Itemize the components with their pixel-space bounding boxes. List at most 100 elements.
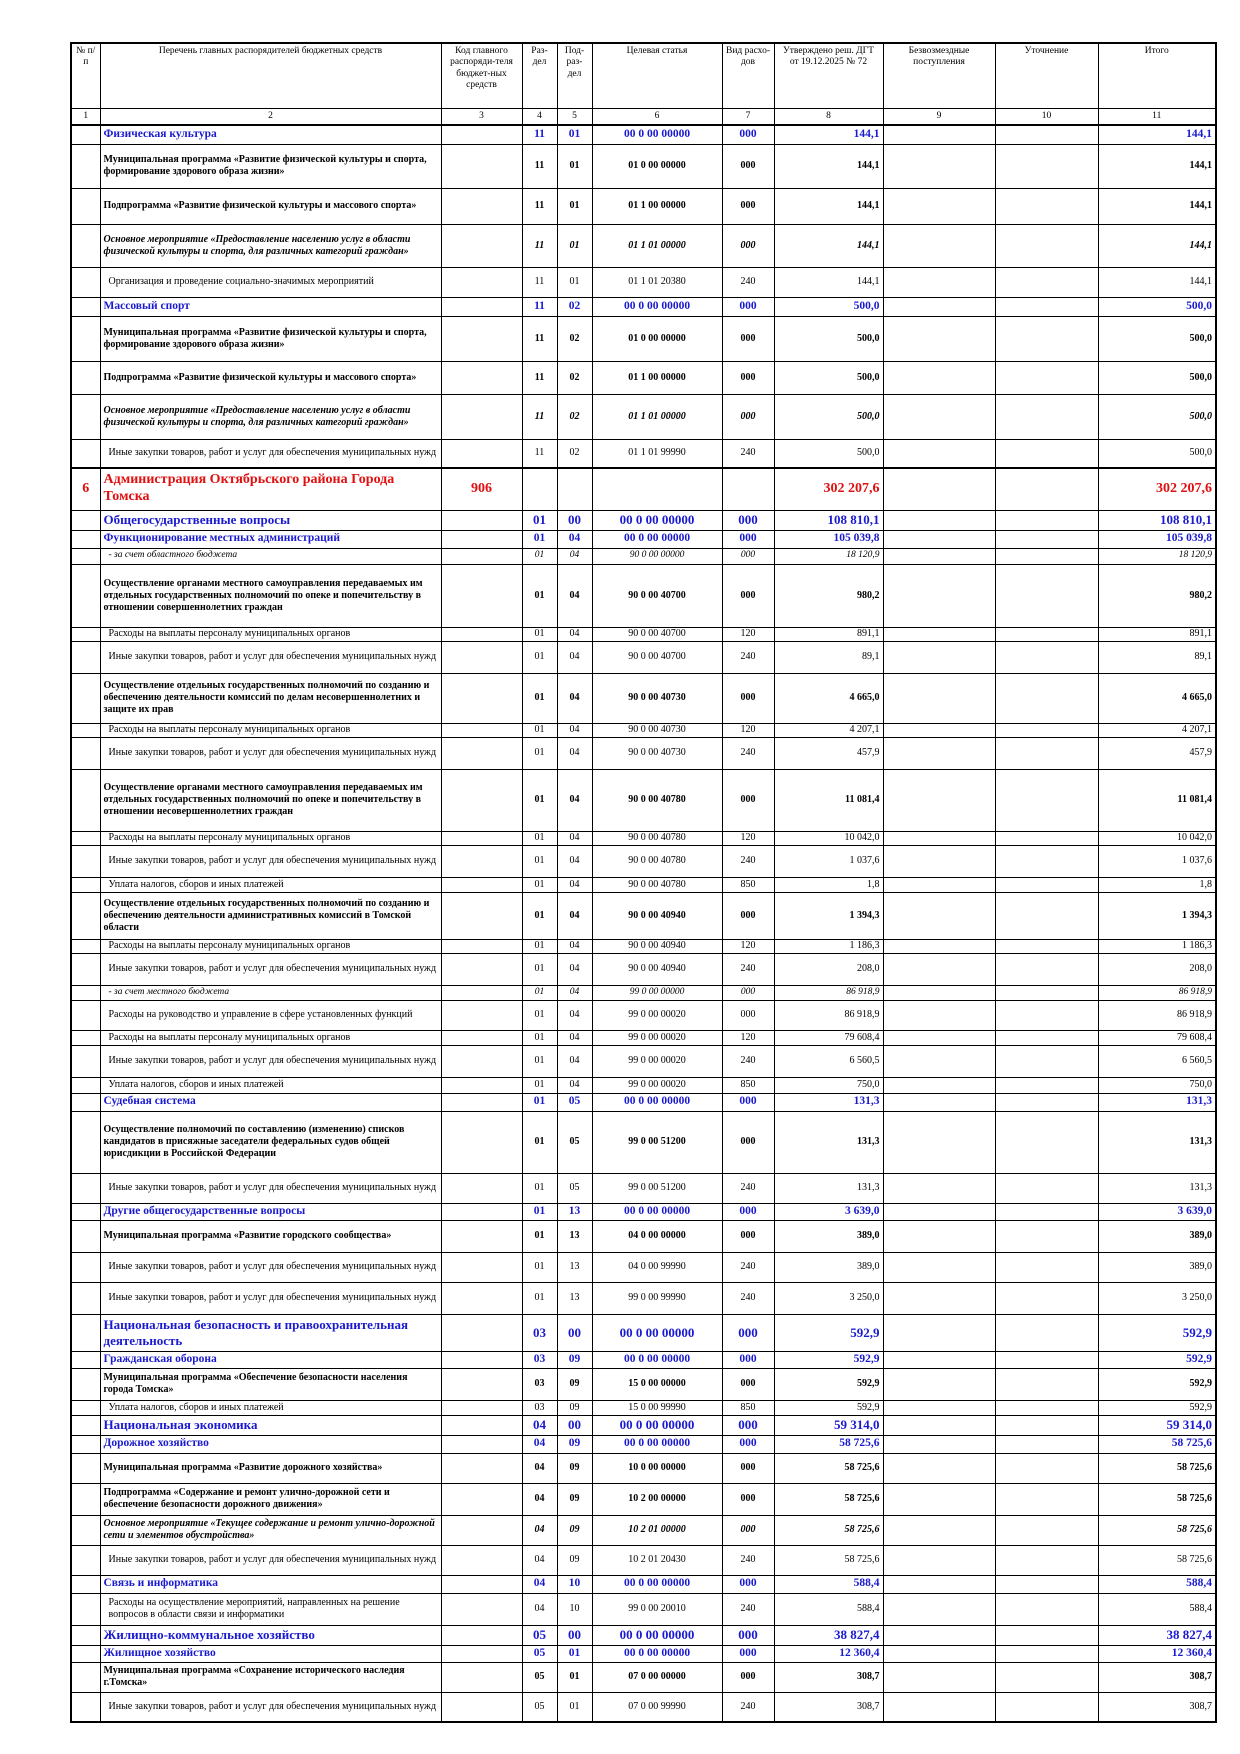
table-cell: 15 0 00 00000 — [591, 1367, 723, 1401]
table-cell — [440, 266, 523, 298]
table-cell — [882, 640, 996, 674]
table-cell — [440, 563, 523, 628]
table-cell: Осуществление отдельных государственных … — [99, 891, 442, 940]
table-row: Осуществление отдельных государственных … — [70, 672, 1217, 724]
table-cell — [70, 1076, 101, 1094]
column-number: 4 — [521, 107, 558, 126]
header-cell: Целевая статья — [591, 42, 723, 109]
table-cell: 11 — [521, 266, 558, 298]
table-cell: 10 2 01 00000 — [591, 1514, 723, 1546]
table-cell: 00 0 00 00000 — [591, 124, 723, 145]
table-cell: Расходы на руководство и управление в сф… — [99, 999, 442, 1031]
table-cell: 59 314,0 — [773, 1414, 884, 1436]
table-cell: 01 — [521, 722, 558, 738]
table-cell: 01 — [521, 1172, 558, 1204]
table-cell — [440, 952, 523, 986]
table-cell: 240 — [721, 438, 775, 469]
table-cell — [882, 722, 996, 738]
table-cell: 04 — [556, 952, 593, 986]
table-cell — [70, 1044, 101, 1078]
table-cell: 01 — [521, 1251, 558, 1283]
table-cell — [440, 1029, 523, 1046]
table-cell: 906 — [440, 467, 523, 511]
table-cell: 000 — [721, 1661, 775, 1693]
column-number: 6 — [591, 107, 723, 126]
table-cell: 01 — [521, 1110, 558, 1174]
table-cell: Дорожное хозяйство — [99, 1434, 442, 1454]
table-cell: 99 0 00 00020 — [591, 1044, 723, 1078]
table-cell — [994, 266, 1099, 298]
table-cell: 02 — [556, 438, 593, 469]
column-number: 3 — [440, 107, 523, 126]
column-number: 11 — [1097, 107, 1217, 126]
table-cell — [70, 1350, 101, 1369]
table-cell: 09 — [556, 1544, 593, 1576]
table-cell: 000 — [721, 296, 775, 317]
table-cell: 144,1 — [1097, 223, 1217, 268]
table-cell: 13 — [556, 1251, 593, 1283]
table-row: Иные закупки товаров, работ и услуг для … — [70, 438, 1217, 469]
table-cell: 01 — [521, 509, 558, 531]
table-cell — [882, 1350, 996, 1369]
table-cell — [440, 296, 523, 317]
table-cell: 240 — [721, 1251, 775, 1283]
table-cell — [882, 844, 996, 878]
table-row: Уплата налогов, сборов и иных платежей 03… — [70, 1399, 1217, 1416]
table-cell — [994, 984, 1099, 1001]
table-cell: Осуществление полномочий по составлению … — [99, 1110, 442, 1174]
table-cell — [440, 640, 523, 674]
table-cell — [882, 1691, 996, 1723]
table-cell: 1,8 — [1097, 876, 1217, 893]
table-cell: 4 665,0 — [1097, 672, 1217, 724]
table-cell: 05 — [556, 1172, 593, 1204]
table-cell: Основное мероприятие «Предоставление нас… — [99, 223, 442, 268]
table-cell: 240 — [721, 1544, 775, 1576]
table-cell: 04 — [556, 938, 593, 954]
table-cell: Иные закупки товаров, работ и услуг для … — [99, 1281, 442, 1315]
table-cell — [70, 438, 101, 469]
table-row: - за счет местного бюджета 01 04 99 0 00 00… — [70, 984, 1217, 1001]
table-cell — [882, 438, 996, 469]
table-cell — [994, 1202, 1099, 1221]
table-cell: 04 — [556, 891, 593, 940]
table-cell: 01 — [521, 1281, 558, 1315]
table-cell: 12 360,4 — [773, 1644, 884, 1663]
table-cell: 000 — [721, 1644, 775, 1663]
table-cell: 144,1 — [1097, 266, 1217, 298]
table-cell: 04 — [521, 1574, 558, 1594]
table-cell: 04 — [556, 876, 593, 893]
table-row: Гражданская оборона 03 09 00 0 00 00000 000 5… — [70, 1350, 1217, 1369]
table-cell: 10 2 00 00000 — [591, 1482, 723, 1516]
table-cell — [994, 1544, 1099, 1576]
table-cell — [994, 640, 1099, 674]
table-cell: 90 0 00 00000 — [591, 547, 723, 565]
table-row: Уплата налогов, сборов и иных платежей 01… — [70, 876, 1217, 893]
table-cell: 02 — [556, 393, 593, 440]
table-cell — [440, 844, 523, 878]
table-cell: Основное мероприятие «Предоставление нас… — [99, 393, 442, 440]
table-cell: 05 — [521, 1624, 558, 1646]
table-cell: 04 — [521, 1434, 558, 1454]
table-cell: 90 0 00 40940 — [591, 952, 723, 986]
table-cell: Расходы на выплаты персоналу муниципальн… — [99, 1029, 442, 1046]
table-cell: 500,0 — [1097, 360, 1217, 395]
table-cell: 04 — [521, 1544, 558, 1576]
table-cell — [440, 1281, 523, 1315]
table-cell — [994, 891, 1099, 940]
table-cell — [70, 844, 101, 878]
table-cell: 3 639,0 — [1097, 1202, 1217, 1221]
table-cell — [994, 1644, 1099, 1663]
table-cell — [440, 768, 523, 832]
table-cell: 89,1 — [773, 640, 884, 674]
table-cell — [994, 938, 1099, 954]
table-cell: 90 0 00 40700 — [591, 640, 723, 674]
table-cell: Муниципальная программа «Развитие физиче… — [99, 143, 442, 189]
table-cell — [994, 467, 1099, 511]
table-cell — [882, 467, 996, 511]
table-cell: Жилищное хозяйство — [99, 1644, 442, 1663]
table-cell: 11 — [521, 438, 558, 469]
table-cell: 09 — [556, 1434, 593, 1454]
table-cell — [70, 1482, 101, 1516]
table-cell — [440, 626, 523, 642]
table-cell: 592,9 — [1097, 1399, 1217, 1416]
